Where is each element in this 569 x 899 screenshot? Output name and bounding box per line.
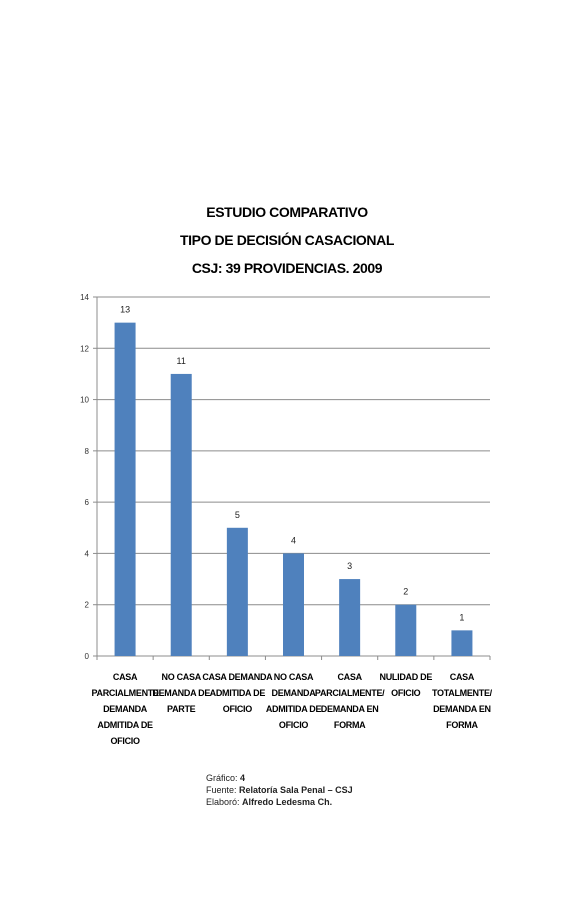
category-label: CASA DEMANDA ADMITIDA DE OFICIO [202,672,273,714]
bars [114,322,473,656]
category-label-line: OFICIO [391,688,420,698]
category-label: CASA PARCIALMENTE/DEMANDA EN FORMA [315,672,385,730]
y-tick-label: 2 [85,601,90,610]
data-labels: 13 11 5 4 3 2 1 [120,305,464,623]
category-label: NULIDAD DE OFICIO [380,672,433,698]
category-label-line: PARCIALMENTE [91,688,159,698]
category-label-line: DEMANDA EN [321,704,379,714]
category-label-line: NO CASA [274,672,314,682]
chart-title-line-3: CSJ: 39 PROVIDENCIAS. 2009 [192,260,383,276]
y-tick-label: 8 [85,447,90,456]
category-labels: CASA PARCIALMENTE DEMANDA ADMITIDA DE OFICIO… [91,672,492,746]
category-label-line: CASA [450,672,475,682]
data-label: 1 [459,612,464,622]
chart-footer: Gráfico: 4 Fuente: Relatoría Sala Penal … [206,772,353,808]
data-label: 3 [347,561,352,571]
data-label: 4 [291,535,296,545]
category-label-line: TOTALMENTE/ [432,688,493,698]
data-label: 2 [403,587,408,597]
category-label-line: DEMANDA EN [433,704,491,714]
category-label: NO CASA DEMANDA DE PARTE [152,672,210,714]
bar [395,604,417,656]
category-label-line: DEMANDA DE [152,688,210,698]
category-label-line: FORMA [334,720,366,730]
category-label-line: DEMANDA [272,688,317,698]
data-label: 5 [235,510,240,520]
data-label: 13 [120,305,130,315]
footer-fuente-value: Relatoría Sala Penal – CSJ [239,785,353,795]
category-label-line: OFICIO [110,736,139,746]
y-tick-label: 12 [80,344,89,353]
y-tick-label: 4 [85,549,90,558]
category-label-line: NO CASA [162,672,202,682]
footer-fuente-label: Fuente: [206,785,237,795]
category-label-line: OFICIO [223,704,252,714]
category-label-line: PARTE [167,704,196,714]
footer-grafico-label: Gráfico: [206,773,238,783]
category-label-line: ADMITIDA DE [266,704,322,714]
category-label: CASA TOTALMENTE/DEMANDA EN FORMA [432,672,493,730]
chart-title: ESTUDIO COMPARATIVO TIPO DE DECISIÓN CASA… [180,204,395,276]
category-label: NO CASA DEMANDA ADMITIDA DE OFICIO [266,672,322,730]
category-label-line: ADMITIDA DE [97,720,153,730]
y-tick-label: 6 [85,498,90,507]
y-tick-label: 14 [80,293,89,302]
category-label-line: CASA DEMANDA [202,672,273,682]
footer-elaboro: Elaboró: Alfredo Ledesma Ch. [206,796,353,808]
footer-fuente: Fuente: Relatoría Sala Penal – CSJ [206,784,353,796]
category-label-line: CASA [337,672,362,682]
bar [451,630,473,656]
category-label-line: PARCIALMENTE/ [315,688,385,698]
bar [339,579,361,656]
category-label-line: DEMANDA [103,704,148,714]
y-tick-label: 0 [85,652,90,661]
gridlines [97,296,490,606]
category-label-line: ADMITIDA DE [210,688,266,698]
chart-title-line-1: ESTUDIO COMPARATIVO [206,204,368,220]
bar [114,322,136,656]
footer-elaboro-value: Alfredo Ledesma Ch. [242,797,333,807]
bar [226,527,248,656]
footer-grafico: Gráfico: 4 [206,772,353,784]
bar [170,373,192,656]
y-tick-label: 10 [80,396,89,405]
category-label-line: CASA [113,672,138,682]
category-label-line: FORMA [446,720,478,730]
data-label: 11 [177,356,186,366]
chart-title-line-2: TIPO DE DECISIÓN CASACIONAL [180,231,395,248]
category-label-line: NULIDAD DE [380,672,433,682]
footer-elaboro-label: Elaboró: [206,797,240,807]
bar [283,553,304,656]
category-label: CASA PARCIALMENTE DEMANDA ADMITIDA DE OFICIO [91,672,159,746]
footer-grafico-value: 4 [240,773,246,783]
category-label-line: OFICIO [279,720,308,730]
